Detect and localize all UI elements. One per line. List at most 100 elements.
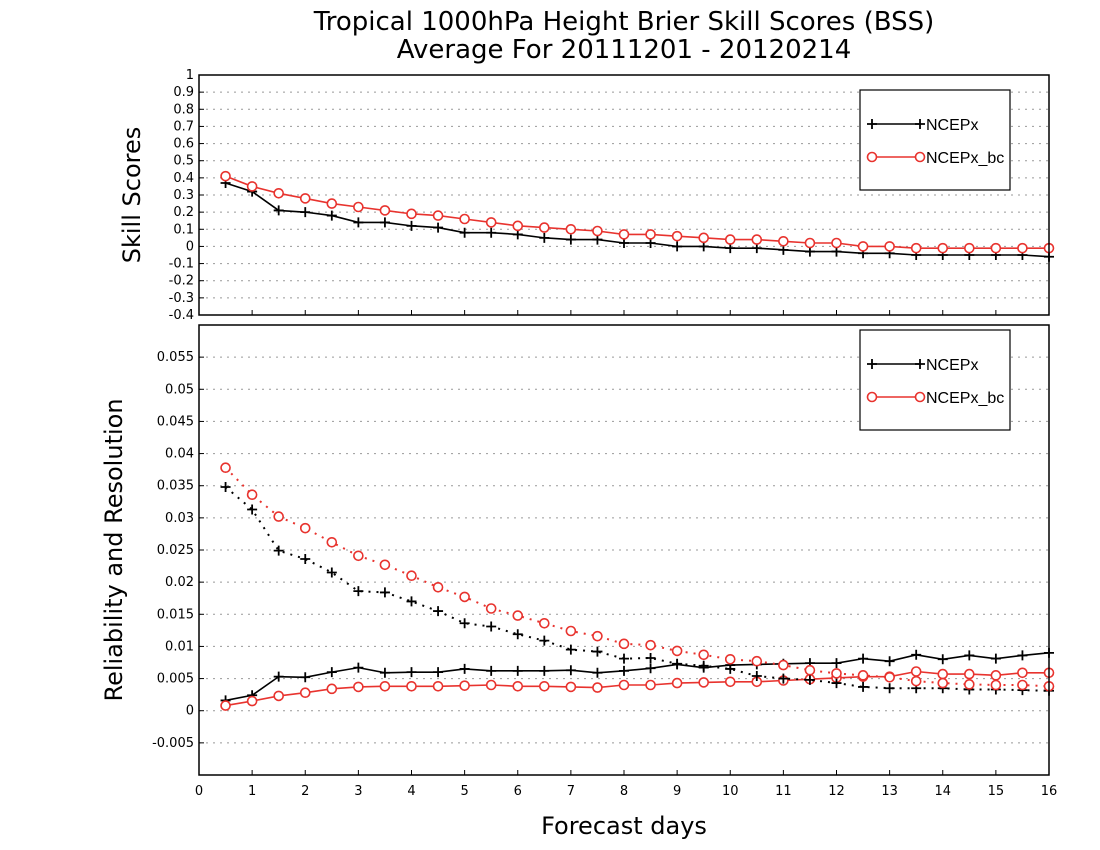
data-point: [778, 235, 789, 247]
y-tick-label: 0.05: [165, 382, 194, 397]
data-point: [964, 242, 975, 254]
data-point: [592, 646, 603, 657]
data-point: [539, 665, 550, 676]
y-tick-label: 0.055: [157, 350, 194, 365]
data-point: [565, 681, 577, 693]
data-point: [751, 655, 763, 667]
data-point: [698, 232, 709, 244]
y-tick-label: -0.2: [169, 274, 194, 289]
y-tick-label: 0.1: [173, 222, 194, 237]
data-point: [406, 208, 417, 220]
data-point: [273, 205, 284, 216]
data-point: [485, 603, 497, 614]
data-point: [539, 222, 550, 233]
data-point: [778, 673, 789, 684]
data-point: [433, 606, 444, 617]
data-point: [937, 654, 948, 665]
legend-label: NCEPx: [926, 357, 978, 374]
data-point: [273, 187, 284, 199]
data-point: [725, 663, 736, 674]
y-tick-label: 0.005: [157, 672, 194, 687]
data-point: [379, 217, 390, 228]
legend-marker: [866, 151, 878, 163]
data-point: [831, 668, 842, 679]
data-point: [486, 665, 497, 676]
data-point: [964, 668, 975, 680]
data-point: [724, 676, 736, 688]
data-point: [486, 227, 497, 238]
data-point: [911, 649, 922, 660]
x-tick-label: 5: [460, 784, 468, 799]
plot-frame: [198, 324, 1050, 776]
data-point: [432, 581, 444, 593]
legend-marker: [914, 391, 926, 403]
data-point: [326, 198, 338, 209]
data-point: [486, 621, 497, 632]
data-point: [326, 683, 338, 695]
data-point: [379, 667, 390, 678]
data-point: [246, 489, 258, 501]
data-point: [459, 213, 470, 225]
data-point: [353, 662, 364, 673]
y-tick-label: -0.005: [152, 736, 194, 751]
data-point: [326, 667, 337, 678]
data-point: [326, 536, 338, 548]
data-point: [645, 663, 656, 674]
data-point: [539, 617, 550, 629]
x-tick-label: 4: [407, 784, 415, 799]
data-point: [619, 653, 629, 664]
data-point: [406, 680, 417, 692]
data-point: [698, 660, 709, 671]
data-point: [804, 664, 816, 676]
y-tick-label: -0.1: [169, 257, 194, 272]
data-point: [937, 677, 949, 689]
data-point: [751, 671, 762, 681]
data-point: [592, 682, 603, 693]
data-point: [910, 675, 922, 687]
x-tick-label: 9: [673, 784, 681, 799]
data-point: [406, 570, 417, 582]
data-point: [247, 504, 258, 515]
bottom-panel-reliability-resolution: -0.005 0 0.005 0.01 0.015 0.02 0.025 0.03 0.035 0…: [100, 324, 1057, 799]
data-point: [592, 225, 603, 237]
data-point: [964, 650, 975, 661]
data-point: [672, 241, 683, 252]
y-axis-label: Skill Scores: [118, 127, 146, 264]
y-tick-label: 1: [186, 68, 194, 83]
y-tick-label: 0.02: [165, 575, 194, 590]
data-point: [299, 522, 311, 534]
data-point: [724, 234, 736, 245]
data-point: [618, 229, 630, 240]
y-axis-label: Reliability and Resolution: [100, 398, 128, 701]
x-tick-label: 6: [514, 784, 522, 799]
data-point: [353, 201, 364, 213]
data-point: [831, 678, 842, 689]
data-point: [220, 482, 231, 492]
data-point: [645, 653, 656, 663]
data-point: [459, 227, 470, 238]
data-point: [273, 671, 284, 682]
series-line-ncepx-dotted: [224, 486, 1050, 692]
x-tick-label: 0: [195, 784, 203, 799]
data-point: [379, 587, 390, 598]
data-point: [406, 596, 417, 607]
data-point: [433, 667, 444, 678]
x-tick-label: 3: [354, 784, 362, 799]
y-tick-label: 0.045: [157, 414, 194, 429]
data-point: [884, 671, 895, 683]
x-tick-label: 12: [828, 784, 845, 799]
data-point: [565, 625, 577, 637]
data-point: [326, 210, 337, 221]
data-point: [618, 679, 630, 691]
data-point: [619, 665, 629, 676]
y-tick-label: 0.03: [165, 511, 194, 526]
x-tick-label: 14: [934, 784, 951, 799]
data-point: [459, 618, 470, 629]
data-point: [432, 210, 444, 221]
y-tick-label: 0.3: [173, 188, 194, 203]
x-tick-label: 2: [301, 784, 309, 799]
data-point: [432, 680, 444, 692]
data-point: [353, 550, 364, 562]
data-point: [990, 670, 1002, 681]
data-point: [645, 229, 656, 240]
